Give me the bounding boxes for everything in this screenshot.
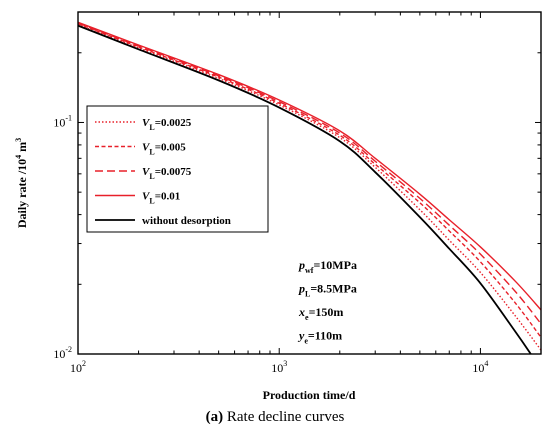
legend-box: [86, 105, 269, 233]
x-tick-label-0: 102: [70, 359, 86, 375]
series-line-1: [78, 23, 541, 338]
legend-label-3: VL=0.01: [142, 191, 180, 206]
legend-label-0: VL=0.0025: [142, 117, 192, 132]
figure-caption: (a) Rate decline curves: [0, 409, 550, 426]
series-line-0: [78, 23, 541, 351]
annotation-0: pwf=10MPa: [298, 258, 357, 275]
annotation-3: ye=110m: [297, 329, 342, 346]
legend-label-1: VL=0.005: [142, 142, 186, 157]
caption-text: Rate decline curves: [226, 409, 345, 425]
x-tick-label-1: 103: [271, 359, 287, 375]
series-layer: [78, 21, 541, 354]
y-tick-label-0: 10-2: [53, 345, 72, 361]
x-axis-label: Production time/d: [263, 388, 356, 402]
annotation-2: xe=150m: [298, 305, 343, 322]
ticks-layer: 102 103 104 10-2 10-1: [53, 12, 542, 375]
y-tick-label-1: 10-1: [53, 113, 72, 129]
series-line-4: [78, 24, 532, 354]
series-line-3: [78, 21, 541, 311]
x-tick-label-2: 104: [472, 359, 488, 375]
caption-label: (a): [205, 409, 224, 425]
parameter-annotations: pwf=10MPa pL=8.5MPa xe=150m ye=110m: [297, 258, 357, 346]
y-axis-label: Daily rate /104 m3: [14, 138, 29, 228]
legend: VL=0.0025 VL=0.005 VL=0.0075 VL=0.01 without…: [86, 105, 269, 233]
legend-label-2: VL=0.0075: [142, 166, 192, 181]
plot-frame: [77, 11, 542, 355]
annotation-1: pL=8.5MPa: [298, 282, 357, 299]
legend-label-4: without desorption: [142, 215, 231, 227]
series-line-2: [78, 22, 541, 325]
